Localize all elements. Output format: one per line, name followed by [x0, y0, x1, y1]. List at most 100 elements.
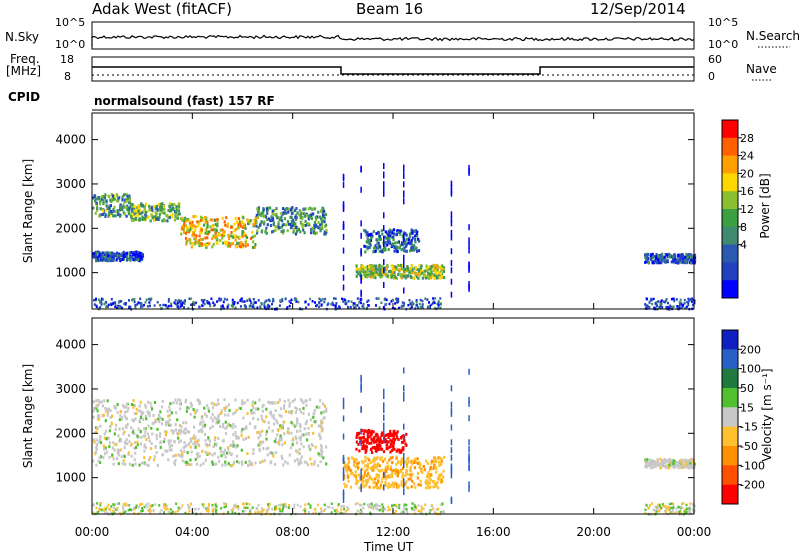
echo-cell — [374, 446, 377, 450]
echo-cell — [275, 214, 278, 218]
echo-cell — [274, 409, 277, 413]
ground-scatter-cell — [692, 298, 695, 302]
echo-cell — [392, 228, 396, 232]
ground-scatter-cell — [692, 303, 695, 306]
ground-scatter-cell — [224, 503, 227, 507]
echo-cell — [109, 204, 112, 208]
echo-cell — [260, 414, 263, 418]
echo-cell — [169, 214, 172, 218]
echo-cell — [362, 479, 365, 483]
power-ylabel: Slant Range [km] — [21, 158, 35, 264]
echo-cell — [201, 216, 204, 220]
echo-cell — [416, 462, 419, 465]
echo-cell — [390, 434, 393, 438]
echo-cell — [125, 438, 128, 442]
ground-scatter-cell — [667, 306, 670, 309]
echo-cell — [403, 385, 405, 392]
echo-cell — [671, 258, 675, 262]
echo-cell — [169, 402, 172, 406]
echo-cell — [128, 197, 131, 201]
echo-cell — [185, 463, 188, 467]
ground-scatter-cell — [227, 510, 229, 514]
echo-cell — [156, 427, 159, 431]
ground-scatter-cell — [333, 297, 335, 300]
ground-scatter-cell — [166, 507, 169, 511]
echo-cell — [365, 269, 368, 273]
echo-cell — [158, 434, 162, 438]
echo-cell — [411, 479, 414, 483]
echo-cell — [121, 403, 125, 407]
echo-cell — [118, 418, 121, 422]
echo-cell — [420, 264, 423, 268]
echo-cell — [383, 267, 385, 274]
echo-cell — [396, 436, 399, 440]
echo-cell — [389, 485, 392, 488]
ground-scatter-cell — [145, 298, 148, 301]
ground-scatter-cell — [113, 301, 116, 305]
echo-cell — [321, 402, 325, 406]
echo-cell — [300, 455, 304, 459]
echo-cell — [143, 449, 146, 453]
echo-cell — [649, 461, 652, 465]
echo-cell — [185, 236, 188, 240]
echo-cell — [271, 401, 274, 405]
echo-cell — [217, 415, 220, 419]
ground-scatter-cell — [346, 505, 349, 509]
echo-cell — [138, 212, 141, 215]
echo-cell — [215, 403, 218, 407]
echo-cell — [219, 446, 222, 450]
echo-cell — [185, 443, 188, 447]
echo-cell — [320, 411, 323, 415]
echo-cell — [262, 403, 265, 407]
echo-cell — [667, 464, 670, 468]
echo-cell — [342, 274, 345, 281]
echo-cell — [182, 421, 185, 425]
echo-cell — [210, 416, 213, 420]
echo-cell — [108, 429, 111, 433]
echo-cell — [118, 214, 122, 218]
ground-scatter-cell — [164, 503, 167, 506]
ground-scatter-cell — [655, 508, 658, 511]
ground-scatter-cell — [271, 508, 274, 511]
echo-cell — [391, 475, 394, 479]
echo-cell — [363, 439, 366, 443]
ground-scatter-cell — [202, 503, 205, 506]
echo-cell — [223, 452, 226, 456]
echo-cell — [288, 402, 291, 406]
ground-scatter-cell — [180, 303, 183, 306]
echo-cell — [260, 230, 263, 234]
echo-cell — [108, 254, 111, 258]
echo-cell — [435, 470, 438, 474]
ground-scatter-cell — [657, 503, 660, 506]
echo-cell — [295, 423, 298, 427]
echo-cell — [238, 222, 241, 226]
echo-cell — [167, 458, 170, 462]
ground-scatter-cell — [320, 299, 323, 302]
echo-cell — [672, 459, 675, 463]
ground-scatter-cell — [114, 305, 117, 308]
ground-scatter-cell — [389, 508, 392, 511]
ground-scatter-cell — [268, 305, 271, 308]
ground-scatter-cell — [226, 305, 229, 309]
echo-cell — [409, 467, 412, 471]
echo-cell — [433, 460, 436, 464]
echo-cell — [399, 243, 402, 247]
echo-cell — [406, 472, 409, 476]
ground-scatter-cell — [133, 300, 136, 304]
ground-scatter-cell — [349, 305, 352, 309]
echo-cell — [432, 467, 435, 471]
ground-scatter-cell — [226, 298, 229, 301]
ground-scatter-cell — [207, 510, 210, 513]
echo-cell — [430, 265, 433, 268]
ground-scatter-cell — [146, 305, 149, 308]
echo-cell — [394, 431, 397, 435]
echo-cell — [450, 401, 453, 408]
echo-cell — [309, 229, 313, 233]
echo-cell — [364, 438, 368, 442]
echo-cell — [371, 478, 374, 481]
echo-cell — [274, 437, 277, 441]
echo-cell — [120, 254, 123, 257]
echo-cell — [164, 449, 167, 453]
echo-cell — [188, 221, 192, 225]
echo-cell — [411, 243, 414, 247]
